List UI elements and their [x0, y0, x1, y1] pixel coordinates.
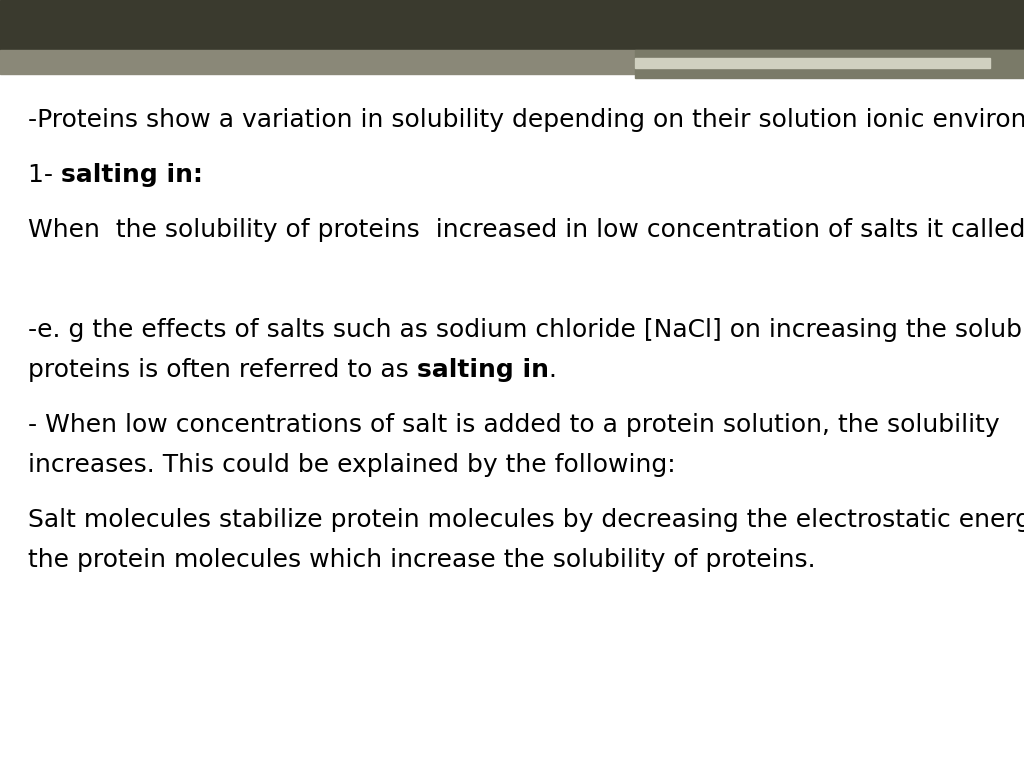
Text: salting in: salting in — [417, 358, 549, 382]
Text: 1-: 1- — [28, 163, 61, 187]
Text: salting in:: salting in: — [61, 163, 203, 187]
Text: When  the solubility of proteins  increased in low concentration of salts it cal: When the solubility of proteins increase… — [28, 218, 1024, 242]
Text: the protein molecules which increase the solubility of proteins.: the protein molecules which increase the… — [28, 548, 816, 572]
Bar — [635, 50, 1024, 78]
Text: increases. This could be explained by the following:: increases. This could be explained by th… — [28, 453, 676, 477]
Text: Salt molecules stabilize protein molecules by decreasing the electrostatic energ: Salt molecules stabilize protein molecul… — [28, 508, 1024, 532]
Bar — [635, 58, 990, 68]
Bar — [0, 0, 1024, 50]
Bar — [0, 62, 635, 74]
Bar — [0, 50, 1024, 62]
Text: proteins is often referred to as: proteins is often referred to as — [28, 358, 417, 382]
Text: .: . — [549, 358, 557, 382]
Text: -e. g the effects of salts such as sodium chloride [NaCl] on increasing the solu: -e. g the effects of salts such as sodiu… — [28, 318, 1024, 342]
Text: -Proteins show a variation in solubility depending on their solution ionic envir: -Proteins show a variation in solubility… — [28, 108, 1024, 132]
Text: - When low concentrations of salt is added to a protein solution, the solubility: - When low concentrations of salt is add… — [28, 413, 999, 437]
